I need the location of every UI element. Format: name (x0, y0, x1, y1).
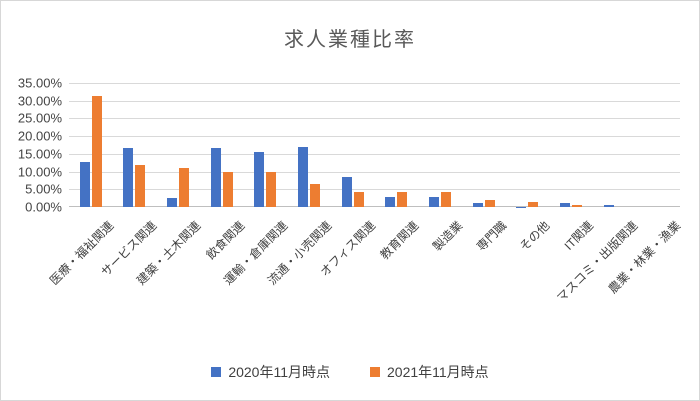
x-axis-label: 専門職 (473, 218, 509, 254)
y-tick-label: 15.00% (17, 146, 62, 162)
bar-series-0 (210, 147, 221, 207)
bar-series-1 (266, 171, 277, 207)
gridline (69, 83, 680, 84)
y-tick-label: 5.00% (25, 181, 62, 197)
y-tick-label: 10.00% (17, 164, 62, 180)
gridline (69, 136, 680, 138)
legend: 2020年11月時点 2021年11月時点 (1, 362, 699, 382)
bar-series-0 (123, 148, 134, 207)
gridline (69, 100, 680, 102)
bar-series-1 (397, 192, 408, 207)
bar-series-0 (298, 147, 309, 207)
bar-group (636, 83, 680, 207)
bar-series-0 (603, 205, 614, 207)
bar-group (549, 83, 593, 207)
bar-group (374, 83, 418, 207)
bar-series-1 (484, 200, 495, 207)
y-tick-label: 35.00% (17, 75, 62, 91)
legend-item: 2020年11月時点 (211, 362, 330, 382)
x-axis: 医療・福祉関連 サービス関連 建築・土木関連 飲食関連 運輸・倉庫関連 流通・小売関連 オフ… (47, 209, 684, 356)
bar-series-1 (91, 96, 102, 207)
bar-series-1 (353, 192, 364, 207)
x-axis-label: その他 (517, 218, 553, 254)
bar-series-1 (440, 192, 451, 207)
bar-group (331, 83, 375, 207)
y-tick-label: 0.00% (25, 199, 62, 215)
bar-series-0 (428, 197, 439, 207)
legend-swatch-icon (370, 367, 380, 377)
gridline (69, 189, 680, 191)
bar-series-1 (571, 205, 582, 207)
y-tick-label: 20.00% (17, 128, 62, 144)
y-tick-label: 25.00% (17, 110, 62, 126)
x-axis-label: 教育関連 (377, 218, 422, 263)
y-tick-label: 30.00% (17, 93, 62, 109)
bar-group (69, 83, 113, 207)
bar-series-0 (472, 202, 483, 207)
x-axis-label: 製造業 (429, 218, 466, 254)
bar-series-0 (559, 202, 570, 207)
x-axis-line (69, 206, 680, 207)
bar-series-1 (310, 183, 321, 207)
bar-group (244, 83, 288, 207)
gridline (69, 171, 680, 173)
chart-title: 求人業種比率 (284, 29, 416, 51)
bar-group (113, 83, 157, 207)
bar-group (156, 83, 200, 207)
bar-group (505, 83, 549, 207)
y-axis: 35.00% 30.00% 25.00% 20.00% 15.00% 10.00% 5.00… (1, 76, 62, 215)
legend-label: 2021年11月時点 (387, 364, 489, 380)
bar-series-1 (528, 201, 539, 207)
gridline (69, 118, 680, 120)
legend-item: 2021年11月時点 (370, 362, 489, 382)
gridline (69, 153, 680, 155)
bar-group (287, 83, 331, 207)
bar-group (418, 83, 462, 207)
plot-area (69, 83, 680, 207)
bar-series-1 (179, 168, 190, 207)
bar-series-0 (167, 197, 178, 207)
bar-series-1 (222, 171, 233, 207)
legend-swatch-icon (211, 367, 222, 377)
bars-layer (69, 83, 680, 207)
bar-series-0 (254, 152, 265, 207)
bar-series-1 (135, 164, 146, 207)
x-axis-label: IT関連 (561, 218, 597, 253)
bar-group (200, 83, 244, 207)
bar-group (462, 83, 506, 207)
bar-group (593, 83, 637, 207)
legend-label: 2020年11月時点 (228, 364, 330, 380)
bar-series-0 (341, 177, 352, 207)
bar-series-0 (385, 197, 396, 207)
bar-series-0 (79, 161, 90, 207)
